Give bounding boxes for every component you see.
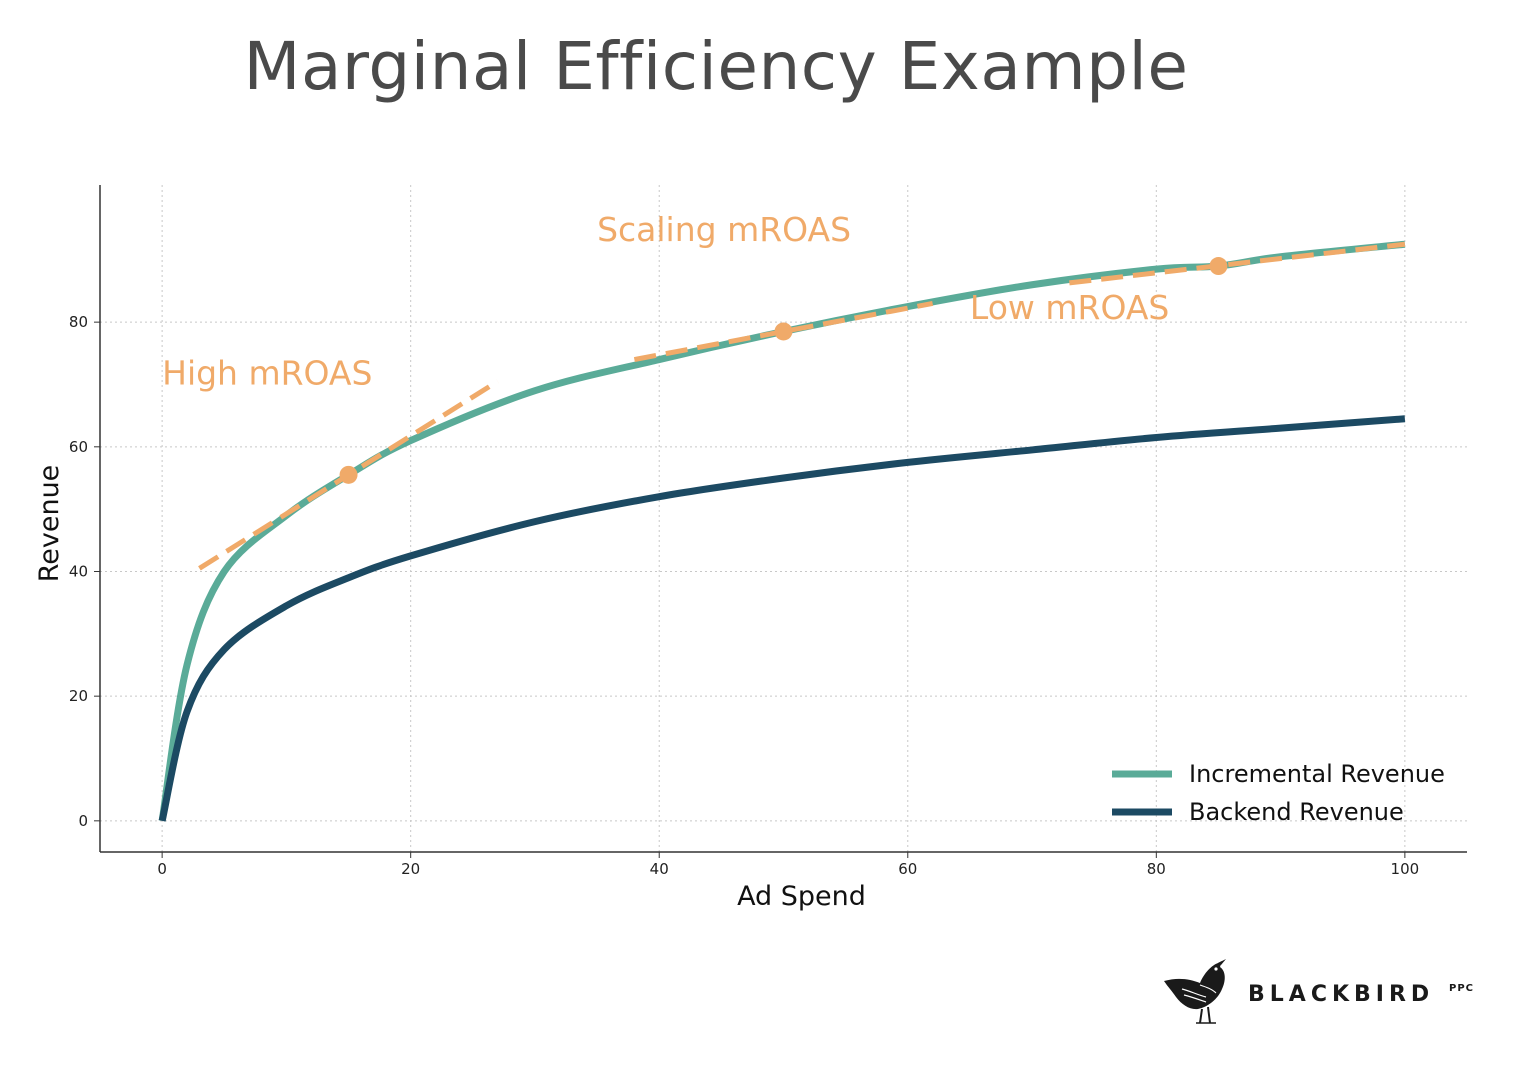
y-axis-label: Revenue (34, 465, 65, 583)
axes (99, 185, 1467, 853)
grid (100, 185, 1467, 852)
tangent-lines (198, 241, 1406, 571)
annotations: High mROAS Scaling mROAS Low mROAS (162, 210, 1169, 392)
legend-label: Incremental Revenue (1189, 760, 1445, 788)
x-tick-label: 0 (157, 860, 167, 878)
annotation-label: Scaling mROAS (597, 210, 851, 249)
x-tick-label: 20 (401, 860, 420, 878)
tangent-line (1069, 241, 1406, 286)
legend-label: Backend Revenue (1189, 798, 1404, 826)
y-tick-label: 40 (69, 562, 88, 580)
annotation-label: Low mROAS (970, 288, 1169, 327)
brand-name: BLACKBIRD (1248, 982, 1435, 1007)
x-tick-label: 100 (1391, 860, 1420, 878)
series-line-backend-revenue (158, 415, 1406, 822)
brand-suffix: PPC (1449, 983, 1474, 994)
y-tick-label: 80 (69, 313, 88, 331)
x-tick-label: 60 (898, 860, 917, 878)
x-tick-label: 80 (1147, 860, 1166, 878)
y-tick-label: 0 (78, 812, 88, 830)
y-tick-label: 20 (69, 687, 88, 705)
tangent-line (633, 300, 934, 362)
legend: Incremental Revenue Backend Revenue (1112, 760, 1445, 826)
x-axis-label: Ad Spend (737, 881, 866, 912)
tick-labels: 0 20 40 60 80 100 0 20 40 60 80 (69, 313, 1419, 878)
y-tick-label: 60 (69, 438, 88, 456)
tangent-points (339, 257, 1228, 484)
brand-logo: BLACKBIRD PPC (1160, 955, 1480, 1031)
chart-title: Marginal Efficiency Example (243, 28, 1189, 105)
annotation-label: High mROAS (162, 353, 372, 392)
tangent-point (1209, 257, 1228, 276)
tangent-point (774, 322, 793, 341)
blackbird-icon (1164, 959, 1226, 1024)
tangent-point (339, 465, 358, 484)
x-tick-label: 40 (650, 860, 669, 878)
